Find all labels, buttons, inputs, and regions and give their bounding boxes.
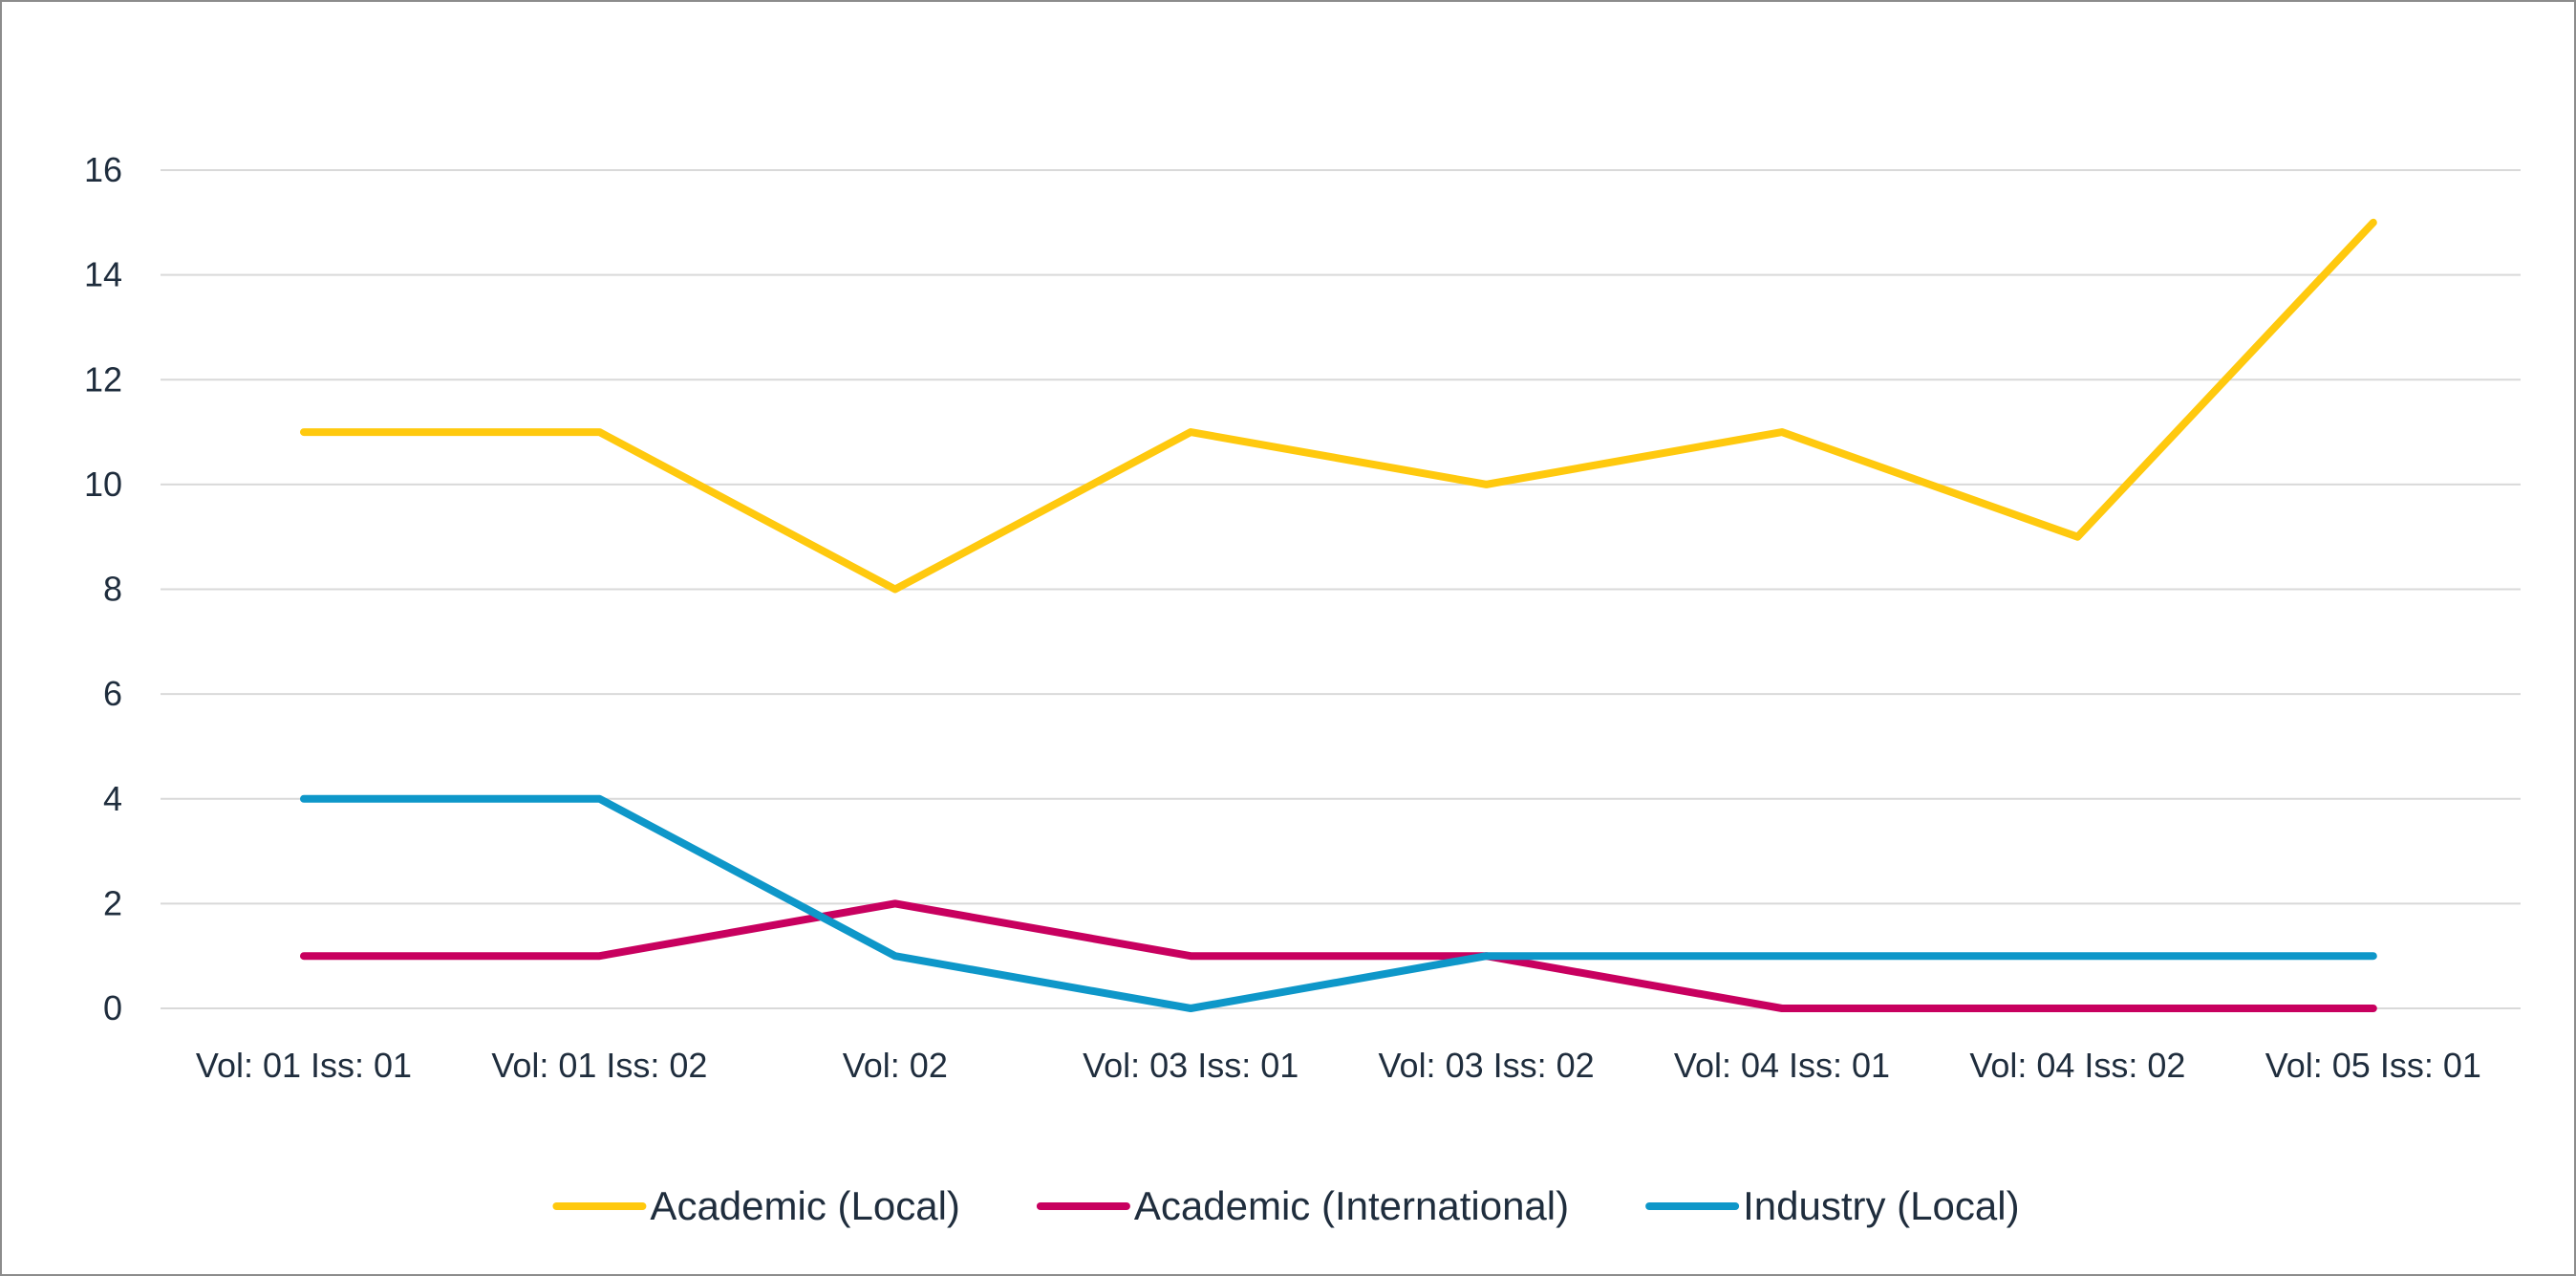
- x-tick-label: Vol: 04 Iss: 02: [1969, 1046, 2185, 1085]
- y-tick-label: 6: [103, 674, 122, 713]
- legend-item: Academic (Local): [552, 1183, 960, 1228]
- y-tick-label: 8: [103, 570, 122, 609]
- legend-label: Academic (Local): [650, 1183, 959, 1228]
- series-lines: [300, 218, 2377, 1012]
- series-line-3: [300, 794, 2377, 1012]
- x-tick-label: Vol: 01 Iss: 01: [196, 1046, 412, 1085]
- x-tick-label: Vol: 03 Iss: 02: [1379, 1046, 1595, 1085]
- x-axis-ticks: Vol: 01 Iss: 01 Vol: 01 Iss: 02 Vol: 02 Vol…: [196, 1046, 2481, 1085]
- gridlines: [161, 169, 2521, 1009]
- legend-item: Industry (Local): [1645, 1183, 2020, 1228]
- legend-label: Academic (International): [1134, 1183, 1569, 1228]
- y-tick-label: 16: [84, 150, 122, 189]
- x-tick-label: Vol: 05 Iss: 01: [2265, 1046, 2481, 1085]
- legend-item: Academic (International): [1036, 1183, 1569, 1228]
- legend-label: Industry (Local): [1743, 1183, 2019, 1228]
- y-tick-label: 10: [84, 465, 122, 504]
- y-tick-label: 2: [103, 883, 122, 922]
- x-tick-label: Vol: 02: [843, 1046, 948, 1085]
- y-tick-label: 14: [84, 255, 122, 294]
- series-line-2: [300, 899, 2377, 1012]
- y-tick-label: 0: [103, 988, 122, 1027]
- x-tick-label: Vol: 01 Iss: 02: [491, 1046, 707, 1085]
- x-tick-label: Vol: 04 Iss: 01: [1674, 1046, 1890, 1085]
- y-axis-ticks: 0 2 4 6 8 10 12 14 16: [84, 150, 122, 1027]
- y-tick-label: 4: [103, 779, 122, 818]
- y-tick-label: 12: [84, 359, 122, 399]
- x-tick-label: Vol: 03 Iss: 01: [1083, 1046, 1299, 1085]
- legend: Academic (Local) Academic (International)…: [552, 1183, 2020, 1228]
- series-line-1: [300, 218, 2377, 594]
